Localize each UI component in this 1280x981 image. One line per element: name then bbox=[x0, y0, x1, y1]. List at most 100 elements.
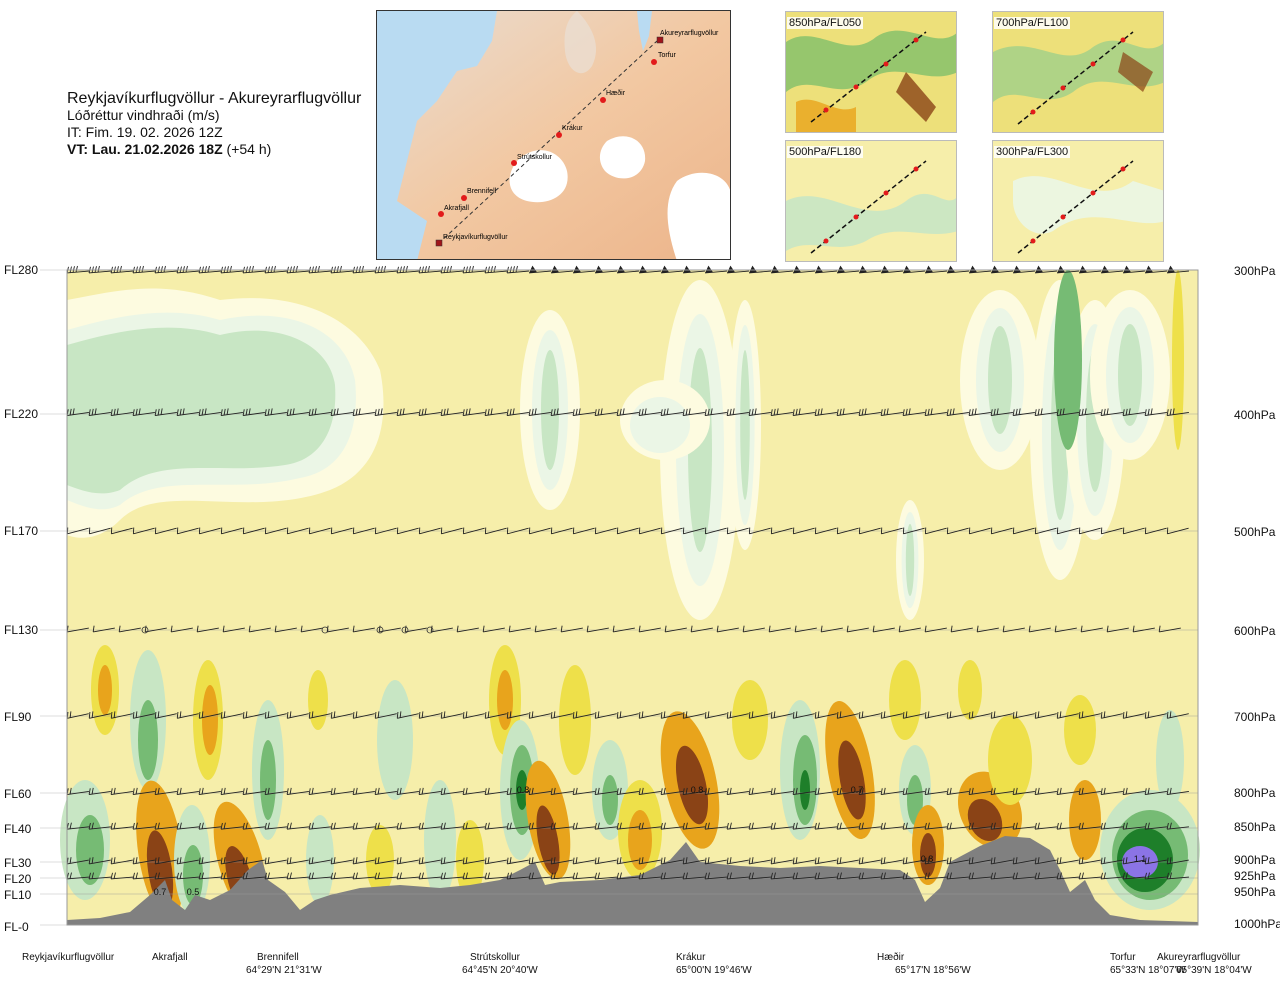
barb-feather bbox=[682, 788, 685, 795]
wind-barb bbox=[836, 822, 859, 830]
barb-feather bbox=[377, 787, 380, 795]
barb-feather bbox=[358, 266, 361, 273]
barb-shaft bbox=[727, 713, 749, 719]
barb-feather bbox=[528, 711, 531, 719]
wind-barb bbox=[770, 711, 793, 719]
barb-feather bbox=[91, 408, 94, 416]
barb-feather bbox=[1081, 872, 1084, 879]
barb-flag bbox=[595, 265, 604, 273]
barb-shaft bbox=[265, 270, 287, 274]
barb-shaft bbox=[353, 527, 375, 535]
barb-shaft bbox=[111, 713, 133, 719]
wind-barb bbox=[682, 527, 705, 535]
wind-barb bbox=[990, 408, 1013, 416]
barb-feather bbox=[556, 408, 559, 415]
wind-barb bbox=[1166, 527, 1189, 535]
barb-feather bbox=[1059, 787, 1062, 795]
wind-barb bbox=[639, 265, 661, 274]
barb-feather bbox=[443, 872, 446, 879]
wind-barb bbox=[484, 408, 507, 416]
barb-flag bbox=[1167, 265, 1176, 273]
barb-feather bbox=[748, 409, 751, 416]
wind-barb bbox=[242, 527, 265, 535]
barb-feather bbox=[751, 408, 754, 416]
wind-barb bbox=[132, 265, 155, 274]
barb-shaft bbox=[1035, 791, 1057, 795]
barb-feather bbox=[729, 711, 732, 718]
barb-feather bbox=[512, 408, 515, 415]
barb-feather bbox=[616, 822, 619, 830]
barb-feather bbox=[198, 872, 201, 880]
barb-shaft bbox=[991, 859, 1013, 865]
wind-barb bbox=[286, 265, 309, 274]
wind-barb bbox=[1100, 822, 1123, 830]
barb-feather bbox=[176, 872, 179, 880]
wind-barb bbox=[88, 872, 111, 880]
wind-barb bbox=[682, 408, 705, 416]
barb-feather bbox=[726, 527, 729, 534]
barb-feather bbox=[616, 527, 619, 534]
field-blob bbox=[602, 775, 618, 825]
barb-feather bbox=[638, 409, 641, 416]
barb-feather bbox=[550, 527, 553, 534]
barb-feather bbox=[91, 711, 94, 718]
barb-shaft bbox=[551, 527, 573, 535]
barb-feather bbox=[421, 711, 424, 718]
barb-feather bbox=[770, 711, 773, 719]
barb-shaft bbox=[197, 627, 219, 633]
barb-feather bbox=[418, 857, 421, 864]
barb-feather bbox=[1144, 711, 1147, 719]
barb-feather bbox=[374, 822, 377, 830]
field-blob bbox=[516, 770, 528, 810]
wind-barb bbox=[704, 527, 727, 535]
wind-barb bbox=[1078, 857, 1101, 865]
barb-feather bbox=[220, 409, 223, 416]
wind-barb bbox=[484, 857, 507, 865]
barb-feather bbox=[976, 625, 979, 632]
barb-shaft bbox=[727, 791, 749, 795]
wind-barb bbox=[352, 265, 375, 274]
barb-feather bbox=[575, 872, 578, 879]
wind-barb bbox=[482, 625, 505, 633]
barb-feather bbox=[1056, 527, 1059, 534]
barb-flag bbox=[881, 265, 890, 273]
barb-feather bbox=[880, 527, 883, 534]
barb-feather bbox=[1122, 872, 1125, 880]
wind-barb bbox=[946, 527, 969, 535]
barb-feather bbox=[660, 409, 663, 416]
barb-feather bbox=[289, 872, 292, 879]
barb-feather bbox=[267, 872, 270, 879]
barb-feather bbox=[795, 408, 798, 416]
barb-feather bbox=[1122, 527, 1125, 534]
barb-shaft bbox=[331, 527, 353, 535]
barb-feather bbox=[1147, 822, 1150, 829]
barb-feather bbox=[421, 787, 424, 795]
wind-barb bbox=[462, 408, 485, 416]
barb-shaft bbox=[717, 627, 739, 633]
value-label: 0.7 bbox=[851, 785, 864, 795]
barb-feather bbox=[531, 787, 534, 795]
barb-feather bbox=[308, 857, 311, 864]
barb-shaft bbox=[847, 627, 869, 633]
init-time: IT: Fim. 19. 02. 2026 12Z bbox=[67, 124, 223, 140]
barb-shaft bbox=[177, 859, 199, 865]
wind-barb bbox=[859, 265, 881, 274]
field-blob bbox=[1069, 780, 1101, 860]
barb-feather bbox=[641, 787, 644, 795]
barb-shaft bbox=[705, 859, 727, 865]
hpa-label: 500hPa bbox=[1234, 525, 1276, 539]
barb-feather bbox=[597, 857, 600, 864]
wind-barb bbox=[198, 527, 221, 535]
hpa-label: 300hPa bbox=[1234, 264, 1276, 278]
barb-feather bbox=[553, 822, 556, 829]
barb-shaft bbox=[463, 412, 485, 416]
level-map-500: 500hPa/FL180 bbox=[785, 140, 957, 262]
barb-flag bbox=[661, 265, 670, 273]
barb-feather bbox=[506, 409, 509, 416]
field-blob bbox=[1064, 695, 1096, 765]
barb-shaft bbox=[639, 791, 661, 795]
wind-barb bbox=[617, 265, 639, 274]
barb-feather bbox=[440, 822, 443, 830]
wind-barb bbox=[132, 408, 155, 416]
fl-label: FL40 bbox=[4, 822, 32, 836]
